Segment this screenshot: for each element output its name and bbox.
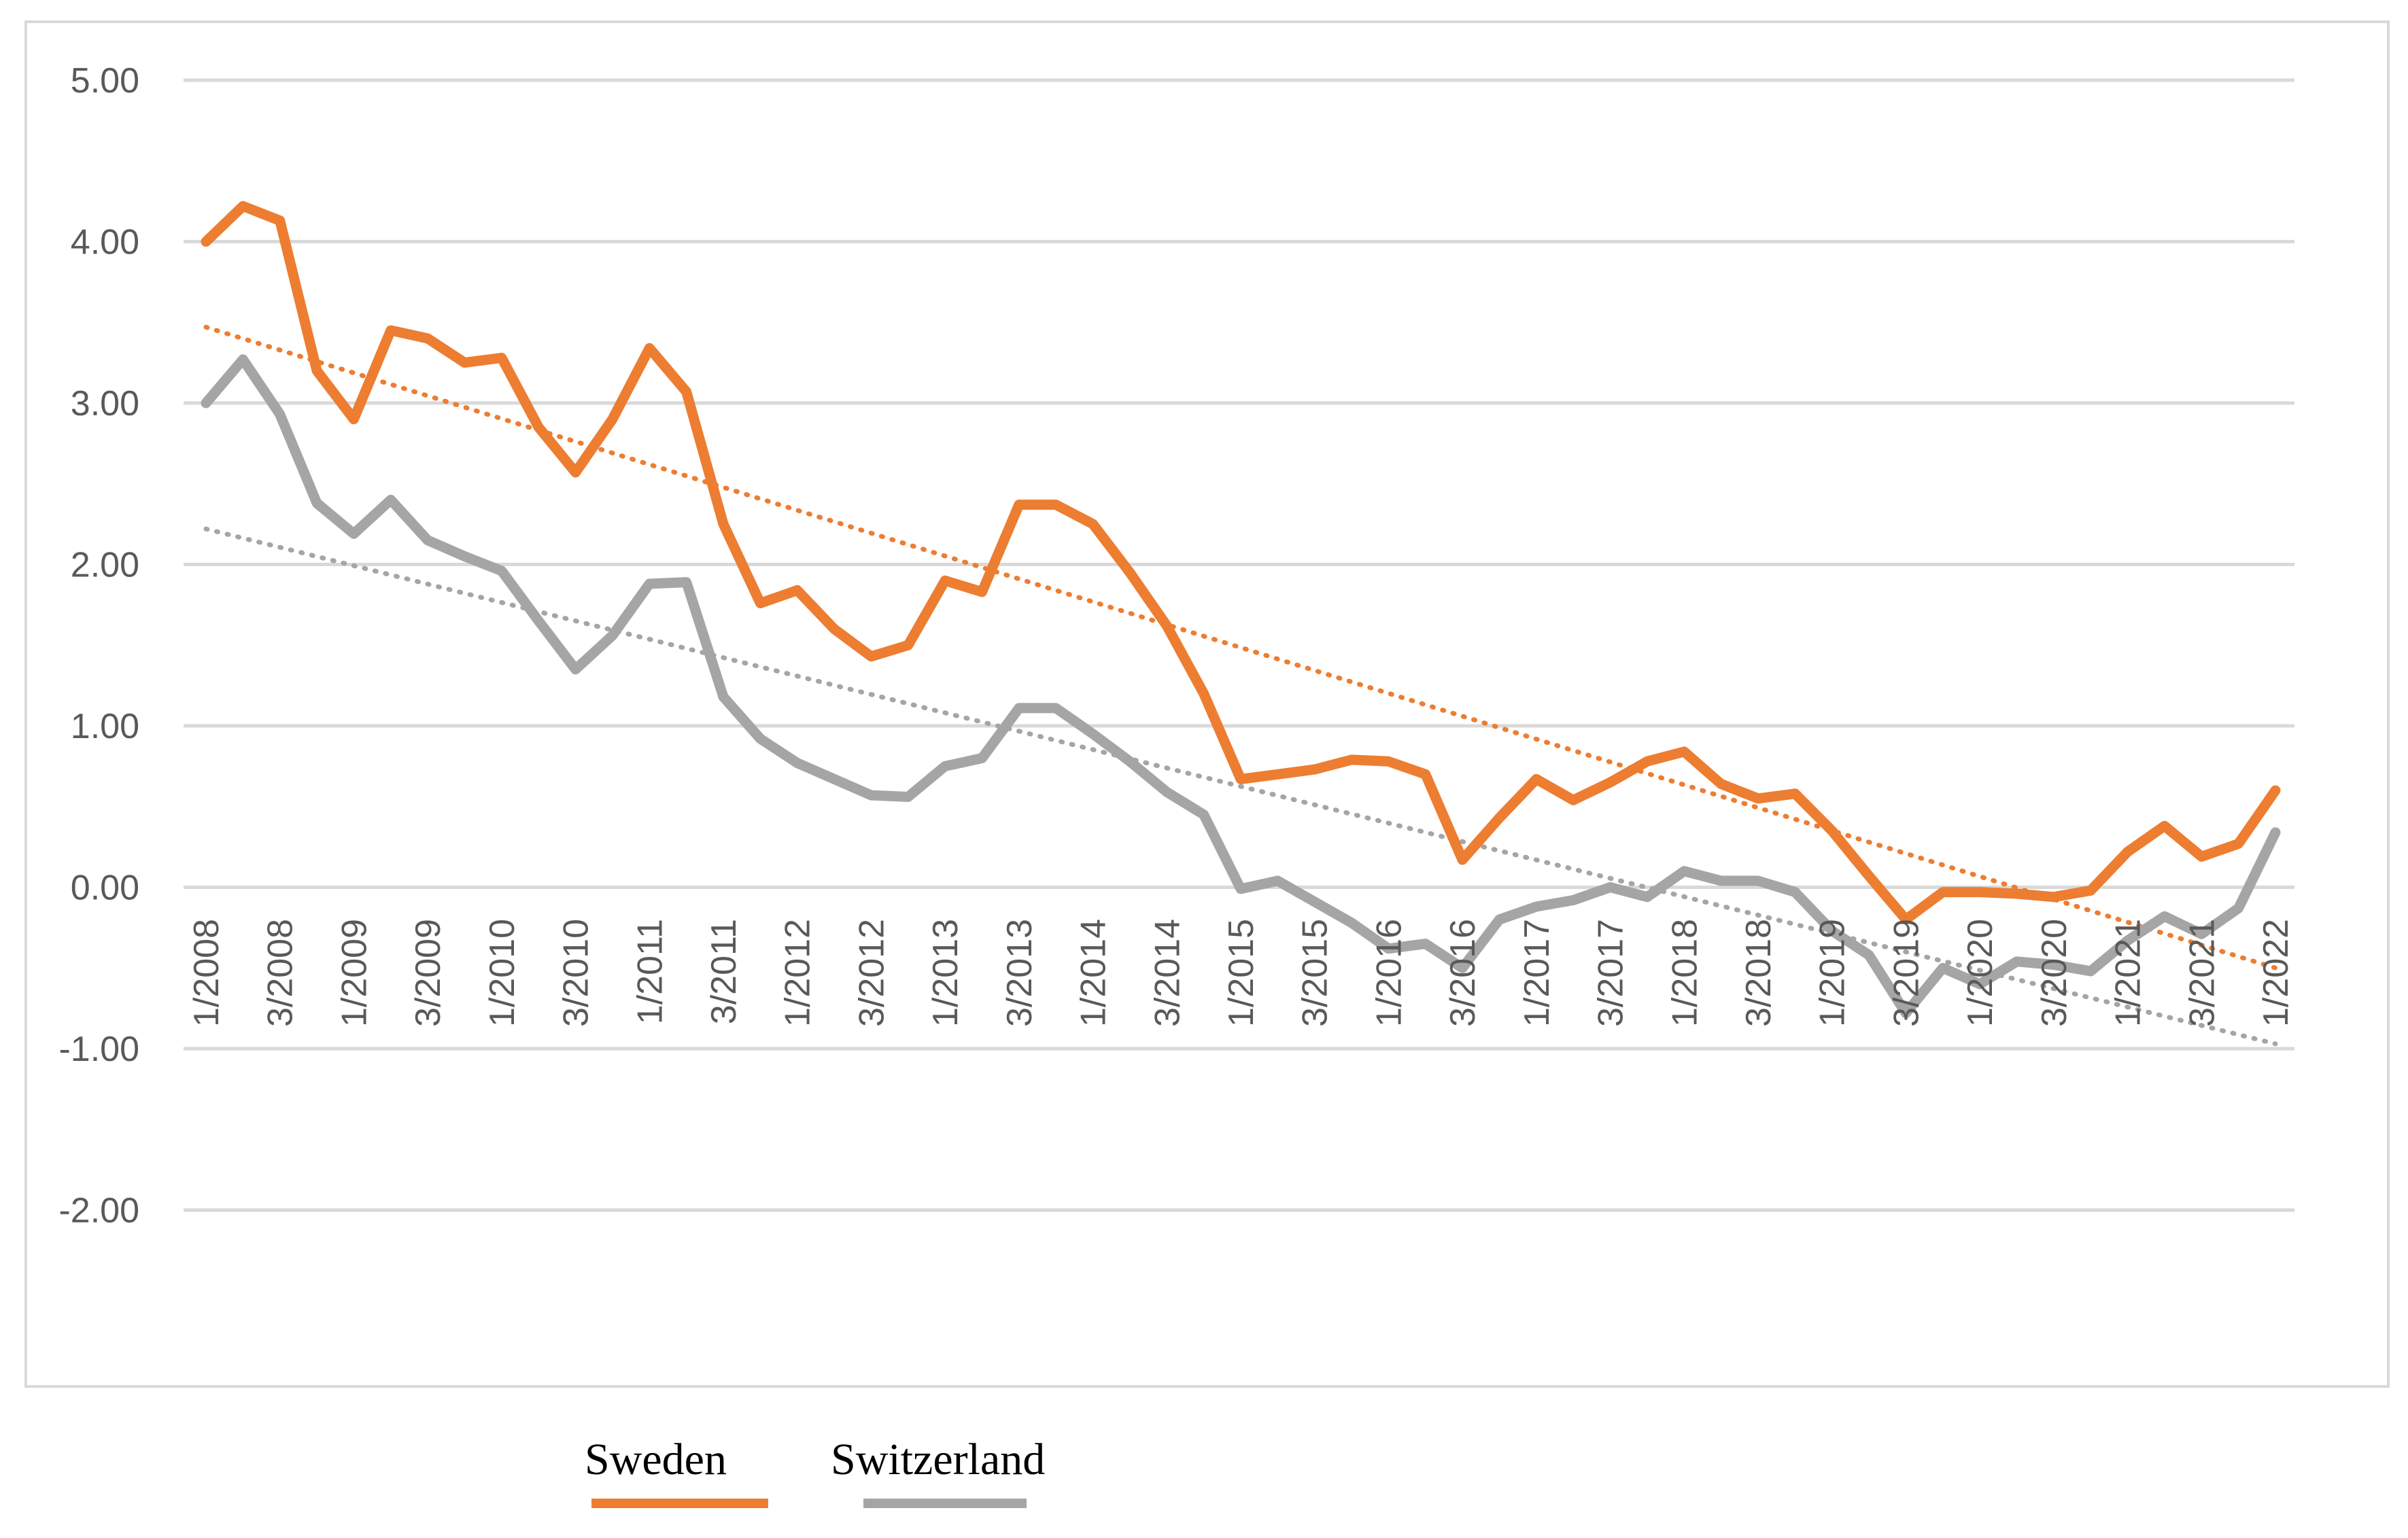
x-tick-label: 3/2010	[557, 919, 596, 1027]
x-tick-label: 3/2019	[1887, 919, 1926, 1027]
trendline-sweden	[203, 324, 2278, 971]
x-tick-label: 3/2008	[261, 919, 300, 1027]
x-tick-label: 1/2011	[630, 919, 670, 1024]
y-tick-label: 0.00	[71, 869, 139, 908]
x-tick-label: 1/2009	[334, 919, 374, 1027]
x-tick-label: 3/2012	[852, 919, 891, 1027]
y-tick-label: 4.00	[71, 223, 139, 262]
legend-label-switzerland: Switzerland	[831, 1435, 1045, 1484]
y-axis-tick-labels: 5.00 4.00 3.00 2.00 1.00 0.00 -1.00 -2.00	[58, 61, 139, 1231]
y-tick-label: 3.00	[71, 384, 139, 423]
x-tick-label: 3/2021	[2182, 919, 2222, 1027]
x-tick-label: 3/2014	[1148, 919, 1187, 1027]
x-tick-label: 1/2022	[2256, 919, 2296, 1027]
y-tick-label: 5.00	[71, 61, 139, 101]
x-tick-label: 3/2020	[2035, 919, 2074, 1027]
gridlines	[184, 78, 2294, 1212]
x-tick-label: 3/2009	[409, 919, 448, 1027]
trendlines	[203, 324, 2278, 1047]
x-tick-label: 1/2016	[1369, 919, 1409, 1027]
chart-frame	[24, 20, 2390, 1388]
x-tick-label: 3/2013	[1000, 919, 1039, 1027]
x-tick-label: 1/2012	[778, 919, 818, 1027]
x-axis-tick-labels: 1/2008 3/2008 1/2009 3/2009 1/2010 3/2010 1/20…	[187, 919, 2296, 1027]
x-tick-label: 3/2017	[1592, 919, 1631, 1027]
x-tick-label: 1/2008	[187, 919, 226, 1027]
y-tick-label: 2.00	[71, 546, 139, 585]
x-tick-label: 1/2021	[2109, 919, 2148, 1027]
x-tick-label: 1/2017	[1517, 919, 1557, 1027]
x-tick-label: 1/2013	[926, 919, 965, 1027]
x-tick-label: 3/2015	[1296, 919, 1335, 1027]
x-tick-label: 3/2016	[1443, 919, 1483, 1027]
legend: Sweden Switzerland	[585, 1435, 1045, 1508]
x-tick-label: 3/2018	[1739, 919, 1778, 1027]
x-tick-label: 1/2014	[1074, 919, 1114, 1027]
trendline-switzerland	[203, 526, 2278, 1047]
data-series	[201, 200, 2281, 1019]
series-line-switzerland	[201, 354, 2281, 1019]
x-tick-label: 1/2015	[1222, 919, 1261, 1027]
y-tick-label: 1.00	[71, 707, 139, 746]
y-tick-label: -1.00	[58, 1030, 139, 1069]
x-tick-label: 1/2010	[483, 919, 522, 1027]
legend-item-sweden: Sweden	[585, 1435, 768, 1508]
series-line-sweden	[201, 200, 2281, 925]
x-tick-label: 3/2011	[704, 919, 744, 1024]
x-tick-label: 1/2019	[1813, 919, 1853, 1027]
legend-label-sweden: Sweden	[585, 1435, 727, 1484]
y-tick-label: -2.00	[58, 1191, 139, 1231]
x-tick-label: 1/2018	[1665, 919, 1704, 1027]
legend-item-switzerland: Switzerland	[831, 1435, 1045, 1508]
x-tick-label: 1/2020	[1961, 919, 2000, 1027]
